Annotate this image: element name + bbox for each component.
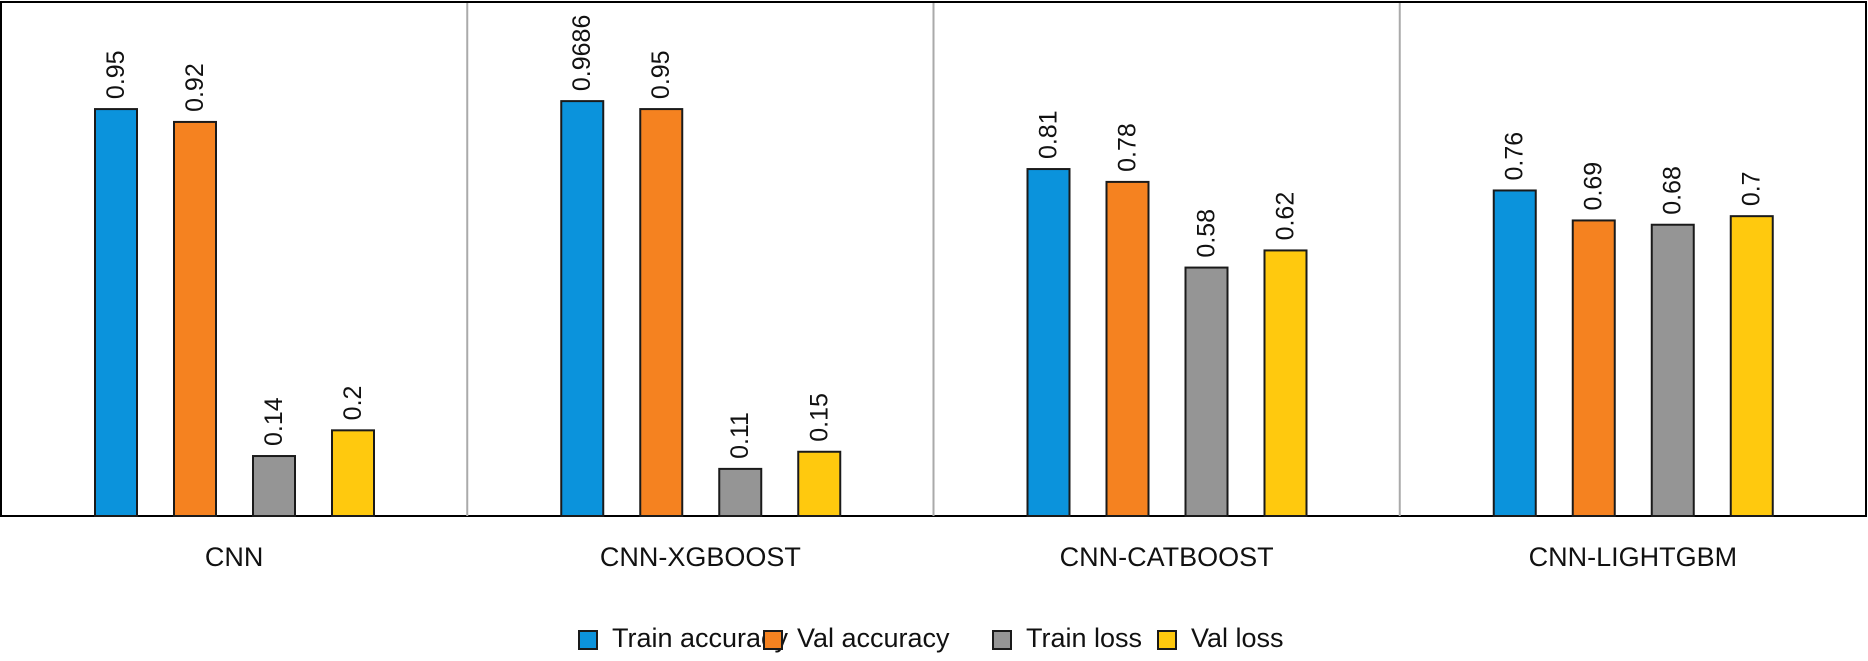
data-label: 0.62: [1272, 192, 1300, 241]
bar: [1729, 215, 1774, 518]
bars: [94, 100, 1774, 518]
value-labels: 0.95 0.92 0.14 0.2 0.9686 0.95 0.11 0.15 0.81 0.7…: [102, 15, 1766, 459]
bar: [1263, 249, 1308, 518]
data-label: 0.95: [647, 50, 675, 99]
legend-swatch: [578, 630, 598, 650]
data-label: 0.69: [1580, 162, 1608, 211]
legend: Train accuracy Val accuracy Train loss Val …: [578, 623, 1284, 653]
bar: [1105, 180, 1150, 517]
data-label: 0.92: [181, 63, 209, 112]
data-label: 0.7: [1738, 171, 1766, 206]
category-tick-label: CNN-XGBOOST: [600, 542, 801, 572]
data-label: 0.58: [1193, 209, 1221, 258]
bar: [718, 467, 763, 517]
data-label: 0.76: [1501, 132, 1529, 181]
legend-swatch: [1157, 630, 1177, 650]
legend-label: Val loss: [1191, 623, 1284, 653]
category-tick-label: CNN: [205, 542, 264, 572]
legend-swatch: [763, 630, 783, 650]
bar: [797, 450, 842, 517]
bar: [1650, 223, 1695, 517]
bar: [173, 120, 217, 518]
data-label: 0.15: [805, 393, 833, 442]
bar: [1184, 266, 1229, 518]
category-tick-label: CNN-CATBOOST: [1060, 542, 1274, 572]
data-label: 0.14: [260, 397, 288, 446]
plot-area: [0, 1, 1867, 517]
data-label: 0.68: [1659, 166, 1687, 215]
data-label: 0.81: [1035, 110, 1063, 159]
bar: [94, 108, 138, 517]
bar: [252, 455, 296, 517]
legend-label: Val accuracy: [797, 623, 950, 653]
data-label: 0.78: [1114, 123, 1142, 172]
legend-label: Train loss: [1026, 623, 1142, 653]
bar: [1571, 219, 1616, 517]
data-label: 0.11: [726, 412, 754, 459]
data-label: 0.95: [102, 50, 130, 99]
bar: [1492, 189, 1537, 517]
bar: [639, 108, 684, 517]
bar: [560, 100, 605, 517]
data-label: 0.9686: [568, 15, 596, 91]
legend-swatch: [992, 630, 1012, 650]
category-labels: CNN CNN-XGBOOST CNN-CATBOOST CNN-LIGHTGBM: [205, 542, 1737, 572]
data-label: 0.2: [339, 386, 367, 421]
category-tick-label: CNN-LIGHTGBM: [1529, 542, 1738, 572]
bar: [1026, 168, 1071, 518]
bar: [331, 429, 375, 518]
legend-label: Train accuracy: [612, 623, 789, 653]
